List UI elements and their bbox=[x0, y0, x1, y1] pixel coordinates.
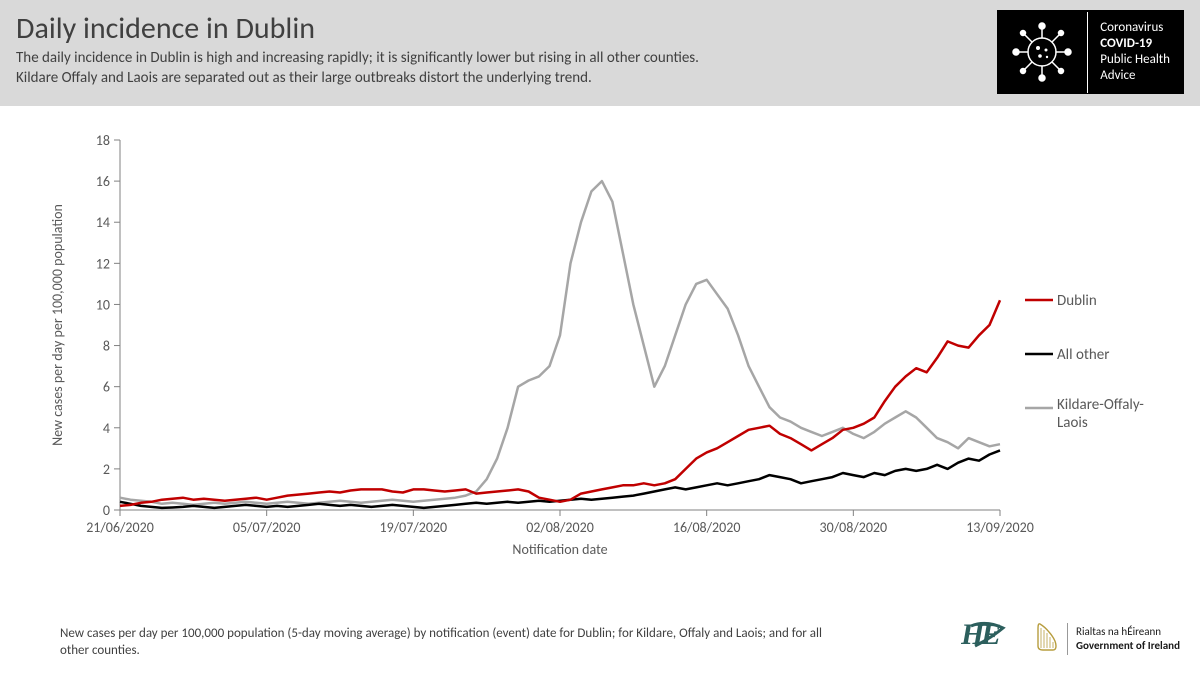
harp-icon bbox=[1035, 620, 1059, 659]
svg-text:16: 16 bbox=[96, 173, 110, 190]
covid-line3: Public Health bbox=[1100, 52, 1170, 68]
footer-note: New cases per day per 100,000 population… bbox=[60, 625, 840, 660]
svg-text:05/07/2020: 05/07/2020 bbox=[233, 519, 301, 536]
svg-text:4: 4 bbox=[103, 420, 110, 437]
line-chart: 0 2 4 6 8 10 12 14 16 18 21/06/2020 05/07/2020 19/07… bbox=[40, 130, 1160, 580]
svg-text:Notification date: Notification date bbox=[512, 541, 607, 558]
rialtas-text: Rialtas na hÉireann Government of Irelan… bbox=[1076, 625, 1180, 653]
footer-logos: H E Rialtas na hÉireann Government of bbox=[961, 618, 1180, 660]
svg-text:New cases per day per 100,000: New cases per day per 100,000 population bbox=[49, 204, 66, 446]
svg-text:18: 18 bbox=[96, 132, 110, 149]
covid-line1: Coronavirus bbox=[1100, 20, 1170, 36]
svg-text:21/06/2020: 21/06/2020 bbox=[86, 519, 154, 536]
page-subtitle: The daily incidence in Dublin is high an… bbox=[16, 49, 985, 88]
svg-text:Dublin: Dublin bbox=[1057, 292, 1097, 310]
svg-text:13/09/2020: 13/09/2020 bbox=[966, 519, 1034, 536]
covid-badge-text: Coronavirus COVID-19 Public Health Advic… bbox=[1087, 12, 1184, 93]
svg-text:02/08/2020: 02/08/2020 bbox=[526, 519, 594, 536]
rialtas-logo: Rialtas na hÉireann Government of Irelan… bbox=[1035, 620, 1180, 659]
rialtas-line2: Government of Ireland bbox=[1076, 639, 1180, 653]
header-text-block: Daily incidence in Dublin The daily inci… bbox=[16, 10, 985, 88]
svg-text:19/07/2020: 19/07/2020 bbox=[380, 519, 448, 536]
svg-text:6: 6 bbox=[103, 379, 110, 396]
svg-text:8: 8 bbox=[103, 338, 110, 355]
svg-text:12: 12 bbox=[96, 255, 110, 272]
svg-text:10: 10 bbox=[96, 296, 110, 313]
svg-text:0: 0 bbox=[103, 502, 110, 519]
covid-badge: Coronavirus COVID-19 Public Health Advic… bbox=[997, 10, 1184, 94]
hse-logo: H E bbox=[961, 618, 1017, 660]
footer: New cases per day per 100,000 population… bbox=[60, 618, 1180, 660]
virus-icon bbox=[997, 10, 1087, 94]
svg-text:2: 2 bbox=[103, 461, 110, 478]
svg-text:Kildare-Offaly-Laois: Kildare-Offaly-Laois bbox=[1057, 396, 1144, 432]
rialtas-line1: Rialtas na hÉireann bbox=[1076, 625, 1180, 639]
page-title: Daily incidence in Dublin bbox=[16, 10, 985, 47]
svg-text:All other: All other bbox=[1057, 346, 1109, 364]
covid-line2: COVID-19 bbox=[1100, 36, 1170, 52]
covid-line4: Advice bbox=[1100, 68, 1170, 84]
header-bar: Daily incidence in Dublin The daily inci… bbox=[0, 0, 1200, 106]
svg-text:30/08/2020: 30/08/2020 bbox=[820, 519, 888, 536]
svg-text:16/08/2020: 16/08/2020 bbox=[673, 519, 741, 536]
svg-text:14: 14 bbox=[96, 214, 110, 231]
